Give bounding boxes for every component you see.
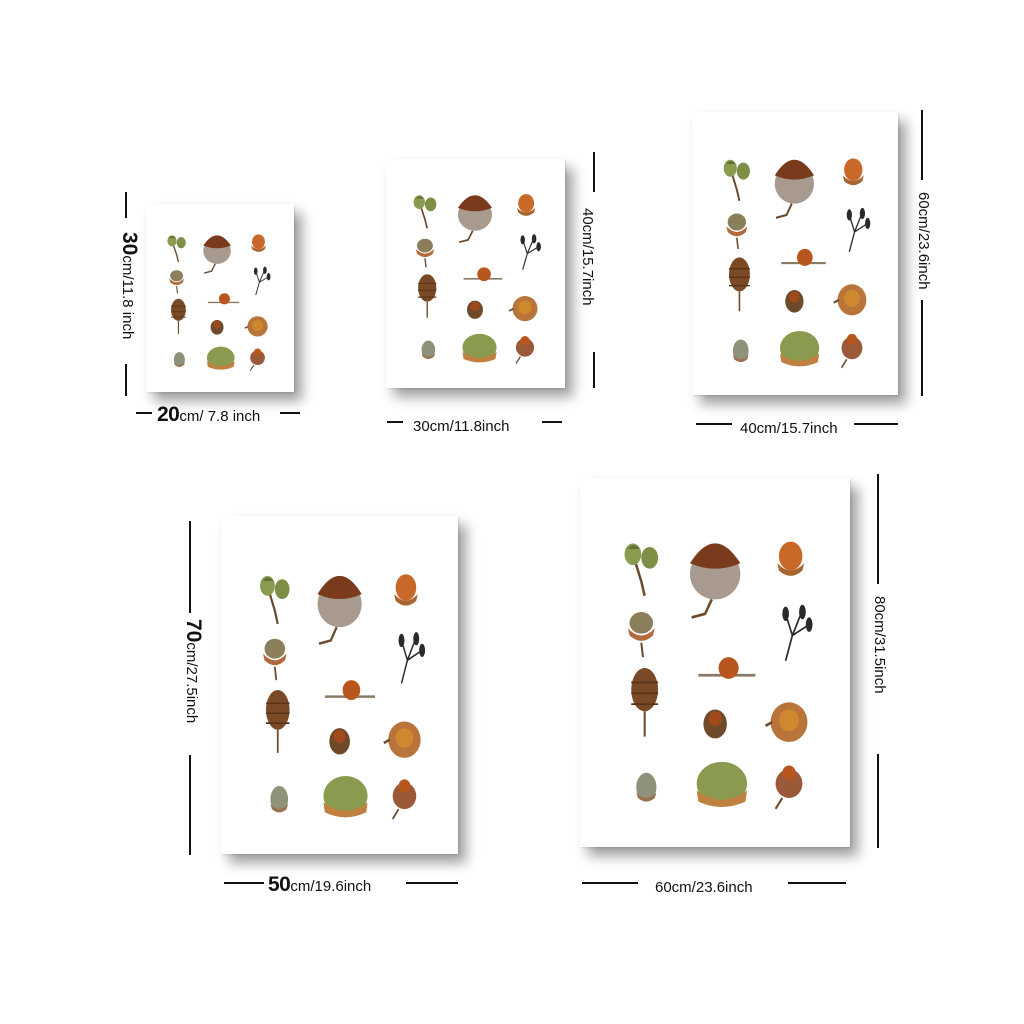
width-label-50x70: 50cm/19.6inch	[268, 873, 372, 896]
height-label-20x30: 30cm/11.8 inch	[118, 232, 141, 340]
acorn-artwork	[166, 233, 272, 372]
width-line-right	[788, 882, 846, 884]
height-line-top	[125, 192, 127, 218]
height-line-bottom	[877, 754, 879, 848]
acorn-artwork	[623, 540, 814, 811]
poster-40x60	[692, 112, 898, 395]
width-line-left	[387, 421, 403, 423]
height-line-bottom	[593, 352, 595, 388]
height-line-top	[189, 521, 191, 613]
width-line-left	[696, 423, 732, 425]
height-label-40x60: 60cm/23.6inch	[915, 192, 932, 290]
acorn-artwork	[722, 157, 872, 369]
acorn-artwork	[412, 193, 542, 365]
height-line-top	[921, 110, 923, 180]
width-line-right	[280, 412, 300, 414]
height-line-top	[877, 474, 879, 584]
width-label-20x30: 20cm/ 7.8 inch	[157, 403, 261, 426]
height-label-50x70: 70cm/27.5inch	[182, 619, 205, 724]
poster-50x70	[221, 516, 458, 854]
width-line-left	[224, 882, 264, 884]
acorn-artwork	[258, 573, 427, 821]
width-line-right	[854, 423, 898, 425]
width-line-left	[582, 882, 638, 884]
width-label-60x80: 60cm/23.6inch	[655, 879, 753, 896]
width-label-30x40: 30cm/11.8inch	[413, 418, 510, 435]
poster-30x40	[386, 159, 565, 388]
height-line-bottom	[125, 364, 127, 396]
width-line-right	[542, 421, 562, 423]
poster-20x30	[146, 204, 294, 392]
width-line-left	[136, 412, 152, 414]
height-line-bottom	[189, 755, 191, 855]
width-label-40x60: 40cm/15.7inch	[740, 420, 838, 437]
poster-60x80	[580, 478, 850, 847]
height-label-60x80: 80cm/31.5inch	[871, 596, 888, 694]
height-line-bottom	[921, 300, 923, 396]
height-line-top	[593, 152, 595, 192]
width-line-right	[406, 882, 458, 884]
height-label-30x40: 40cm/15.7inch	[579, 208, 596, 306]
